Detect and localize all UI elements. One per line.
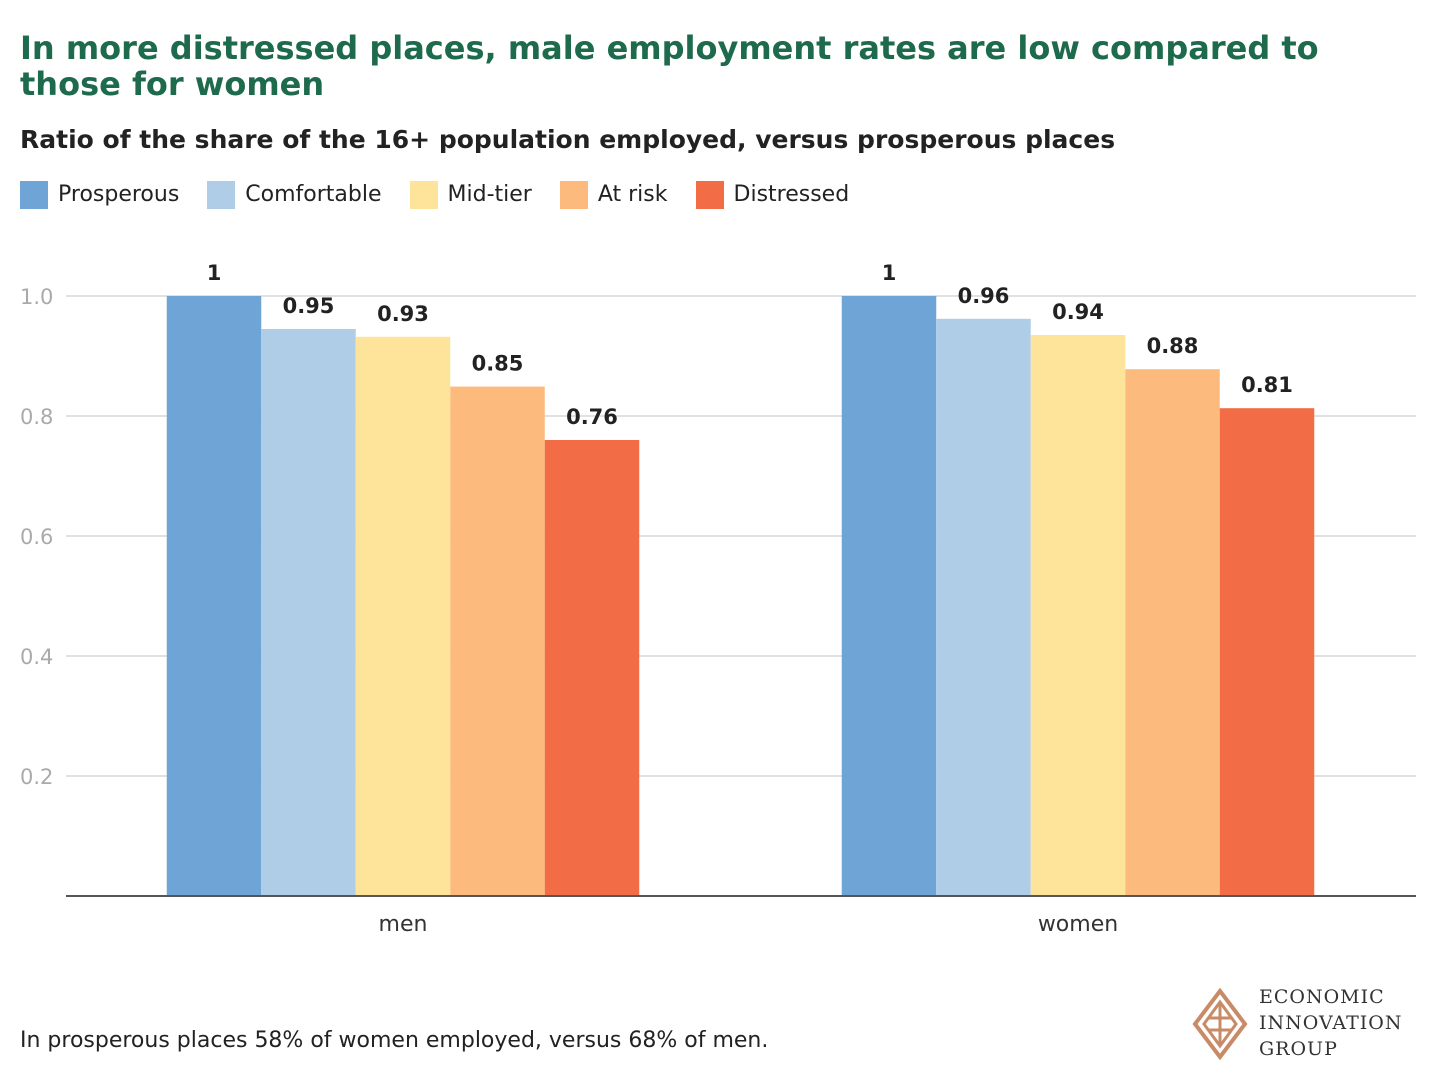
bar-men-at-risk (450, 386, 545, 896)
logo-line-3: GROUP (1259, 1038, 1338, 1060)
x-tick-label: women (1038, 912, 1118, 937)
bar-women-prosperous (841, 296, 937, 896)
logo-text: ECONOMIC INNOVATION GROUP (1259, 984, 1403, 1062)
legend-label-distressed: Distressed (733, 182, 850, 207)
data-label: 0.81 (1241, 373, 1293, 397)
data-label: 0.93 (377, 302, 429, 326)
legend-item-comfortable: Comfortable (207, 181, 382, 209)
logo-line-2: INNOVATION (1259, 1012, 1403, 1034)
bar-men-prosperous (166, 296, 262, 896)
bar-women-distressed (1219, 408, 1315, 896)
eig-logo: ECONOMIC INNOVATION GROUP (1192, 984, 1422, 1064)
y-tick-label: 1.0 (20, 285, 53, 309)
y-tick-label: 0.4 (20, 645, 53, 669)
axes: 0.2 0.4 0.6 0.8 1.0 men women (20, 285, 1416, 937)
bar-men-comfortable (261, 329, 356, 896)
legend-swatch-prosperous (20, 181, 48, 209)
bar-women-comfortable (936, 318, 1031, 896)
legend-swatch-distressed (695, 181, 724, 209)
data-label: 0.76 (566, 405, 618, 429)
legend-item-prosperous: Prosperous (20, 181, 179, 209)
bar-women-at-risk (1125, 369, 1220, 896)
legend-label-at-risk: At risk (597, 182, 668, 207)
legend-item-at-risk: At risk (559, 181, 668, 209)
legend-label-mid-tier: Mid-tier (447, 182, 532, 207)
footnote: In prosperous places 58% of women employ… (20, 1028, 769, 1053)
y-tick-label: 0.8 (20, 405, 53, 429)
data-label: 0.95 (283, 294, 335, 318)
legend: Prosperous Comfortable Mid-tier At risk … (20, 181, 877, 209)
data-label: 1 (882, 261, 897, 285)
data-label: 1 (207, 261, 222, 285)
legend-label-prosperous: Prosperous (58, 182, 180, 207)
chart-subtitle: Ratio of the share of the 16+ population… (20, 125, 1116, 154)
bar-men-mid-tier (355, 336, 451, 896)
y-tick-label: 0.2 (20, 765, 53, 789)
x-tick-label: men (379, 912, 428, 937)
bar-men-distressed (544, 440, 640, 896)
data-label: 0.96 (958, 284, 1010, 308)
legend-swatch-comfortable (207, 181, 236, 209)
bar-women-mid-tier (1030, 335, 1126, 896)
legend-item-distressed: Distressed (695, 181, 850, 209)
diamond-logo-icon (1192, 988, 1248, 1060)
legend-swatch-at-risk (559, 181, 588, 209)
data-labels: 1 0.95 0.93 0.85 0.76 1 0.96 0.94 0.88 0.81 (207, 261, 1293, 429)
bars (166, 296, 1315, 896)
legend-label-comfortable: Comfortable (245, 182, 382, 207)
data-label: 0.94 (1052, 300, 1104, 324)
chart-title: In more distressed places, male employme… (20, 29, 1319, 103)
legend-item-mid-tier: Mid-tier (409, 181, 532, 209)
data-label: 0.88 (1147, 334, 1199, 358)
data-label: 0.85 (472, 352, 524, 376)
y-tick-label: 0.6 (20, 525, 53, 549)
legend-swatch-mid-tier (409, 181, 438, 209)
logo-line-1: ECONOMIC (1259, 986, 1385, 1008)
